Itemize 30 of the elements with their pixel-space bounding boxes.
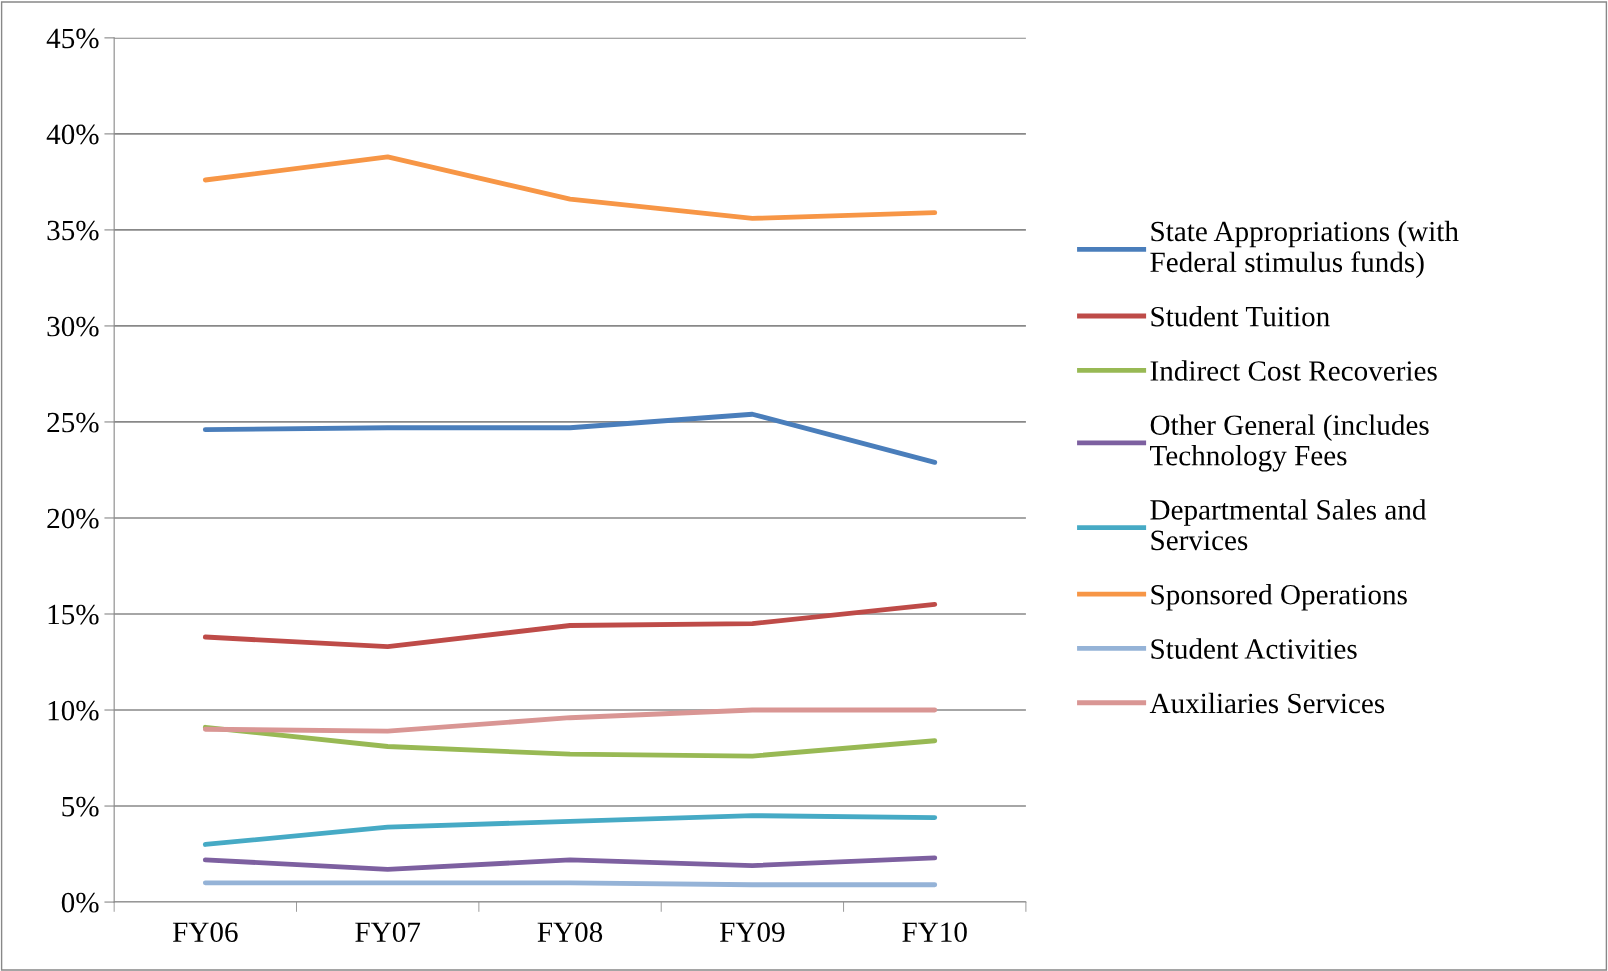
y-tick-label: 0% xyxy=(61,892,99,913)
line-series xyxy=(202,813,938,847)
legend-label: Sponsored Operations xyxy=(1151,584,1407,611)
legend-label: Indirect Cost Recoveries xyxy=(1150,360,1437,381)
x-tick-label: FY06 xyxy=(172,922,238,943)
legend-label: Other General (includes Technology Fees xyxy=(1150,414,1429,472)
line-series xyxy=(202,411,938,465)
legend-label: Departmental Sales and Services xyxy=(1150,499,1427,551)
y-tick-label: 25% xyxy=(47,412,99,433)
line-series xyxy=(202,707,938,734)
legend-label: State Appropriations (with Federal stimulus funds) xyxy=(1150,220,1459,279)
legend-label: Student Tuition xyxy=(1151,305,1330,327)
y-tick-label: 20% xyxy=(47,508,99,529)
y-tick-label: 45% xyxy=(46,28,99,49)
line-series xyxy=(202,724,938,759)
y-tick-label: 10% xyxy=(48,700,99,721)
legend-label: Auxiliaries Services xyxy=(1149,692,1385,714)
line-series xyxy=(202,154,938,221)
x-tick-label: FY10 xyxy=(902,922,967,943)
y-tick-label: 5% xyxy=(62,796,99,817)
y-tick-label: 15% xyxy=(48,604,99,625)
y-tick-label: 40% xyxy=(46,124,99,145)
y-tick-label: 30% xyxy=(47,316,99,337)
x-tick-label: FY07 xyxy=(355,922,421,943)
x-tick-label: FY09 xyxy=(720,922,785,943)
line-series xyxy=(202,855,938,872)
x-tick-label: FY08 xyxy=(537,922,603,943)
line-series xyxy=(202,601,938,650)
y-tick-label: 35% xyxy=(47,220,99,241)
legend-label: Student Activities xyxy=(1151,638,1357,659)
